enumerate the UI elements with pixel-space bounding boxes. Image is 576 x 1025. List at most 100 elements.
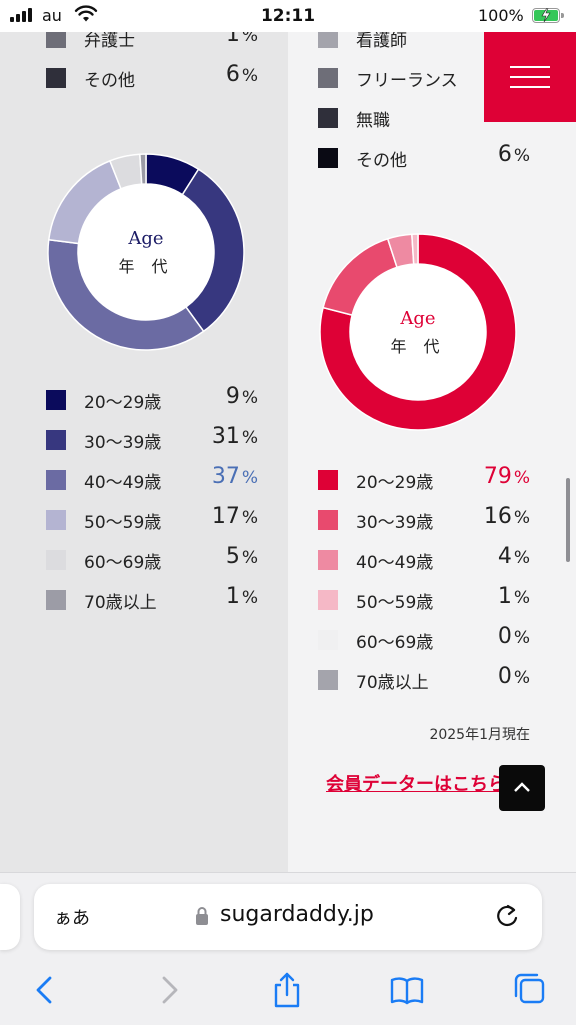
right-donut-label-en: Age: [400, 308, 436, 329]
right-occupation-row: その他 6%: [318, 142, 530, 172]
left-age-swatch: [46, 510, 66, 530]
menu-line-icon: [510, 86, 550, 88]
right-age-label: 20〜29歳: [356, 473, 434, 493]
left-occupation-value: 6%: [225, 62, 258, 87]
left-age-swatch: [46, 550, 66, 570]
left-occupation-label: その他: [84, 71, 135, 91]
left-age-value: 9%: [225, 384, 258, 409]
right-occupation-swatch: [318, 148, 338, 168]
right-age-row: 60〜69歳 0%: [318, 624, 530, 654]
right-age-swatch: [318, 670, 338, 690]
right-age-row: 50〜59歳 1%: [318, 584, 530, 614]
left-age-swatch: [46, 390, 66, 410]
left-age-label: 60〜69歳: [84, 553, 162, 573]
back-chevron-icon[interactable]: [28, 972, 62, 1008]
right-age-value: 16%: [483, 504, 530, 529]
right-age-value: 1%: [497, 584, 530, 609]
right-occupation-swatch: [318, 108, 338, 128]
left-age-row: 70歳以上 1%: [46, 584, 258, 614]
previous-tab-preview[interactable]: [0, 884, 20, 950]
status-time: 12:11: [260, 6, 316, 26]
hamburger-menu-button[interactable]: [484, 30, 576, 122]
right-donut-center-label: Age 年 代: [368, 308, 468, 357]
forward-chevron-icon[interactable]: [152, 972, 186, 1008]
right-age-swatch: [318, 510, 338, 530]
right-occupation-swatch: [318, 68, 338, 88]
right-panel-women: [288, 0, 576, 872]
right-occupation-label: 無職: [356, 111, 390, 131]
left-occupation-swatch: [46, 28, 66, 48]
left-age-row: 60〜69歳 5%: [46, 544, 258, 574]
left-age-label: 40〜49歳: [84, 473, 162, 493]
status-bar: au 12:11 100%: [0, 0, 576, 32]
left-age-donut-chart: [47, 153, 245, 351]
left-age-donut-slice: [139, 153, 147, 185]
right-age-value: 0%: [497, 624, 530, 649]
battery-charging-icon: [532, 8, 564, 23]
lock-icon: [196, 907, 208, 925]
left-donut-label-jp: 年 代: [118, 257, 174, 276]
battery-percent: 100%: [478, 6, 524, 25]
right-occupation-label: 看護師: [356, 31, 407, 51]
menu-line-icon: [510, 76, 550, 78]
left-age-value: 17%: [211, 504, 258, 529]
scroll-indicator[interactable]: [566, 478, 570, 562]
right-age-value: 4%: [497, 544, 530, 569]
data-date-note: 2025年1月現在: [429, 727, 530, 743]
left-age-label: 70歳以上: [84, 593, 157, 613]
right-age-label: 70歳以上: [356, 673, 429, 693]
right-age-value: 79%: [483, 464, 530, 489]
left-age-value: 1%: [225, 584, 258, 609]
right-age-swatch: [318, 630, 338, 650]
left-age-label: 50〜59歳: [84, 513, 162, 533]
carrier-name: au: [42, 6, 62, 25]
right-occupation-row: フリーランス: [318, 64, 530, 92]
right-age-row: 20〜29歳 79%: [318, 464, 530, 494]
left-donut-label-en: Age: [128, 228, 164, 249]
right-occupation-row: 無職: [318, 104, 530, 132]
reader-format-button[interactable]: ぁあ: [54, 908, 90, 929]
right-donut-label-jp: 年 代: [390, 337, 446, 356]
left-age-swatch: [46, 470, 66, 490]
right-occupation-row: 看護師: [318, 24, 530, 52]
left-donut-center-label: Age 年 代: [96, 228, 196, 277]
left-age-value: 5%: [225, 544, 258, 569]
right-age-swatch: [318, 550, 338, 570]
tabs-icon[interactable]: [512, 972, 546, 1008]
chevron-up-icon: [514, 782, 530, 792]
right-age-donut-chart: [319, 233, 517, 431]
left-age-label: 20〜29歳: [84, 393, 162, 413]
left-age-row: 50〜59歳 17%: [46, 504, 258, 534]
cellular-signal-icon: [10, 8, 36, 22]
left-occupation-label: 弁護士: [84, 31, 135, 51]
right-age-label: 30〜39歳: [356, 513, 434, 533]
right-occupation-label: フリーランス: [356, 71, 458, 91]
right-age-swatch: [318, 590, 338, 610]
left-age-value: 31%: [211, 424, 258, 449]
right-age-row: 70歳以上 0%: [318, 664, 530, 694]
right-age-value: 0%: [497, 664, 530, 689]
left-age-row: 20〜29歳 9%: [46, 384, 258, 414]
left-age-row: 30〜39歳 31%: [46, 424, 258, 454]
menu-line-icon: [510, 66, 550, 68]
share-icon[interactable]: [270, 972, 304, 1008]
right-age-label: 50〜59歳: [356, 593, 434, 613]
bookmarks-icon[interactable]: [390, 972, 424, 1008]
url-text[interactable]: sugardaddy.jp: [220, 902, 374, 927]
reload-icon[interactable]: [494, 902, 520, 930]
right-occupation-value: 6%: [497, 142, 530, 167]
member-data-link[interactable]: 会員データーはこちら: [326, 774, 506, 795]
right-occupation-swatch: [318, 28, 338, 48]
address-bar[interactable]: [34, 884, 542, 950]
left-occupation-swatch: [46, 68, 66, 88]
right-occupation-label: その他: [356, 151, 407, 171]
left-age-row: 40〜49歳 37%: [46, 464, 258, 494]
right-age-label: 40〜49歳: [356, 553, 434, 573]
right-age-donut-slice: [411, 233, 419, 265]
back-to-top-button[interactable]: [499, 765, 545, 811]
right-age-swatch: [318, 470, 338, 490]
right-age-row: 30〜39歳 16%: [318, 504, 530, 534]
right-age-label: 60〜69歳: [356, 633, 434, 653]
left-age-swatch: [46, 430, 66, 450]
left-age-label: 30〜39歳: [84, 433, 162, 453]
